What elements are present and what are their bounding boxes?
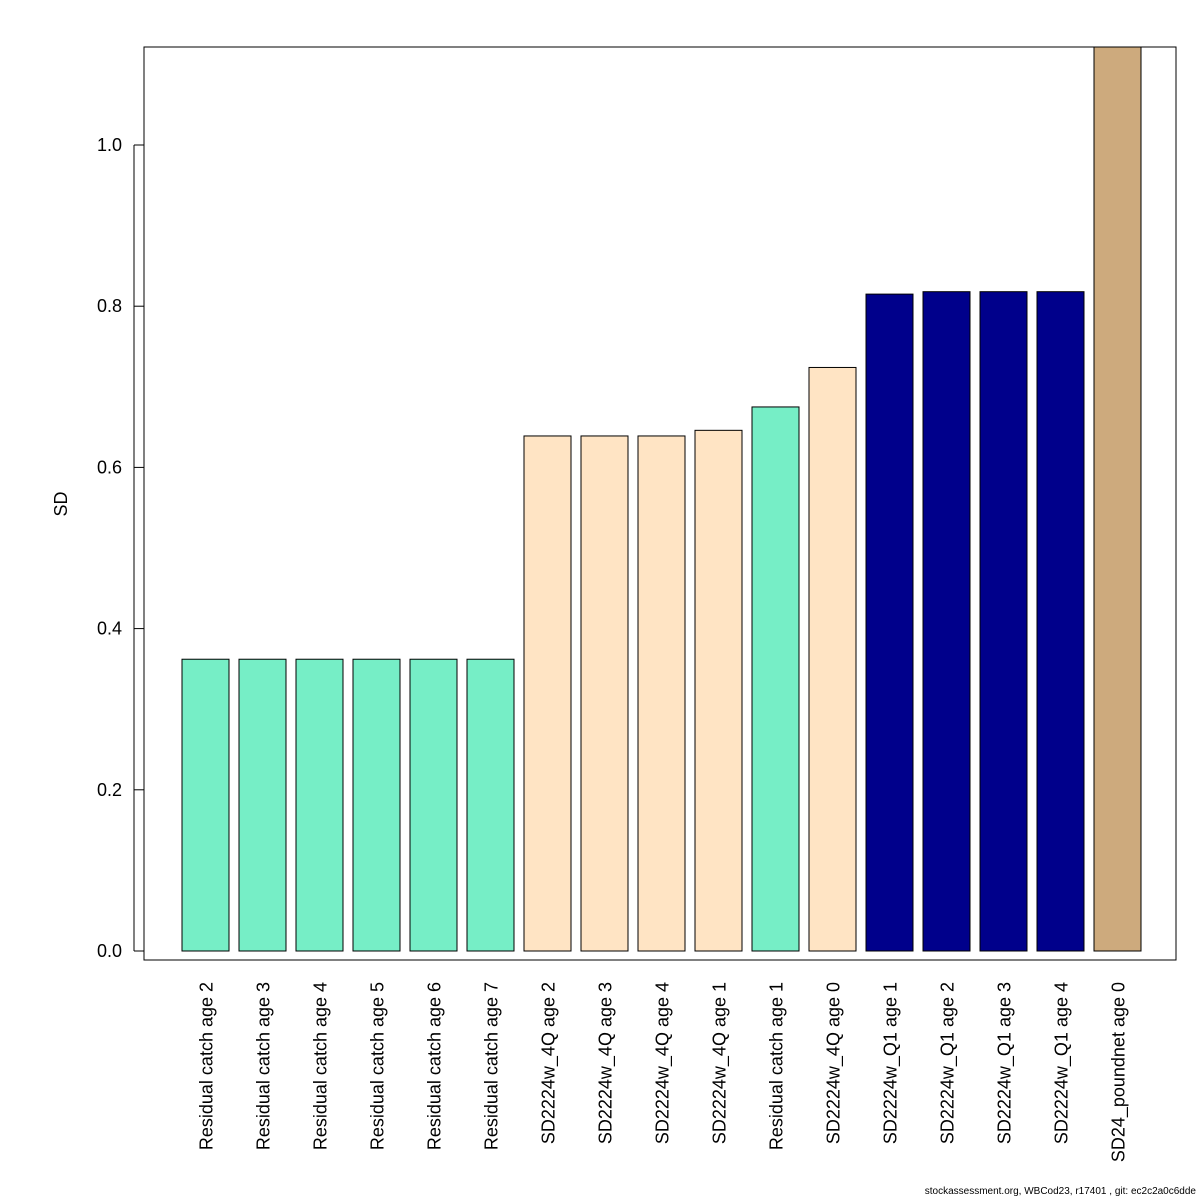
bar xyxy=(181,658,230,952)
y-tick-label: 0.8 xyxy=(97,296,122,316)
x-tick-label: Residual catch age 4 xyxy=(311,982,331,1150)
y-axis-title: SD xyxy=(51,491,71,516)
x-tick-label: SD2224w_4Q age 0 xyxy=(824,982,845,1144)
bar xyxy=(922,291,971,952)
plot-frame xyxy=(143,46,1177,961)
bar xyxy=(295,658,344,952)
x-tick-label: SD2224w_4Q age 4 xyxy=(653,982,674,1144)
x-tick-label: SD24_poundnet age 0 xyxy=(1109,982,1130,1162)
bar xyxy=(352,658,401,952)
bar xyxy=(580,435,629,952)
bar xyxy=(751,406,800,952)
y-tick-label: 0.2 xyxy=(97,780,122,800)
x-axis-labels: Residual catch age 2 Residual catch age 3… xyxy=(197,982,1130,1162)
x-tick-label: Residual catch age 5 xyxy=(368,982,388,1150)
bar xyxy=(1036,291,1085,952)
y-axis: 0.0 0.2 0.4 0.6 0.8 1.0 xyxy=(97,135,144,961)
footer-credit: stockassessment.org, WBCod23, r17401 , g… xyxy=(924,1186,1196,1197)
y-tick-label: 1.0 xyxy=(97,135,122,155)
bars-layer xyxy=(181,46,1142,952)
bar xyxy=(238,658,287,952)
bar xyxy=(409,658,458,952)
x-tick-label: SD2224w_Q1 age 4 xyxy=(1052,982,1073,1144)
bar xyxy=(466,658,515,952)
x-tick-label: Residual catch age 6 xyxy=(425,982,445,1150)
x-tick-label: SD2224w_4Q age 1 xyxy=(710,982,731,1144)
bar xyxy=(1093,46,1142,952)
bar xyxy=(637,435,686,952)
bar xyxy=(694,429,743,952)
bar xyxy=(865,293,914,952)
x-tick-label: Residual catch age 2 xyxy=(197,982,217,1150)
x-tick-label: SD2224w_4Q age 2 xyxy=(539,982,560,1144)
x-tick-label: Residual catch age 3 xyxy=(254,982,274,1150)
bar xyxy=(979,291,1028,952)
y-tick-label: 0.0 xyxy=(97,941,122,961)
x-tick-label: SD2224w_Q1 age 1 xyxy=(881,982,902,1144)
x-tick-label: Residual catch age 7 xyxy=(482,982,502,1150)
bar xyxy=(808,366,857,952)
x-tick-label: SD2224w_4Q age 3 xyxy=(596,982,617,1144)
y-tick-label: 0.6 xyxy=(97,457,122,477)
x-tick-label: SD2224w_Q1 age 2 xyxy=(938,982,959,1144)
x-tick-label: Residual catch age 1 xyxy=(767,982,787,1150)
x-tick-label: SD2224w_Q1 age 3 xyxy=(995,982,1016,1144)
y-tick-label: 0.4 xyxy=(97,619,122,639)
bar xyxy=(523,435,572,952)
